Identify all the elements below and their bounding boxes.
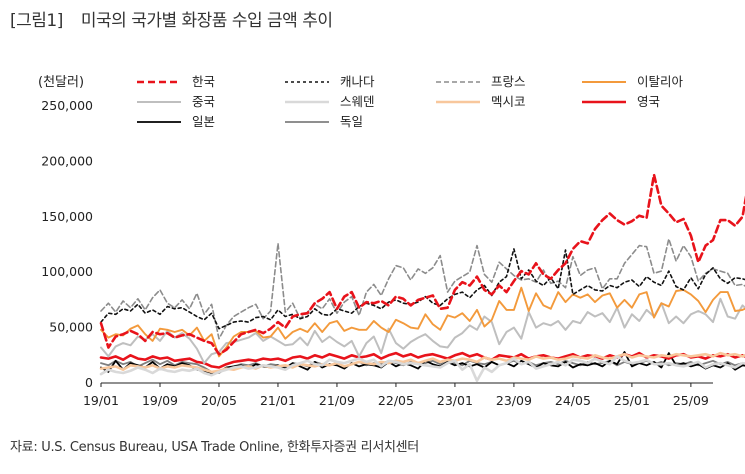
y-tick-label: 200,000 [41,153,93,168]
x-tick-label: 20/05 [201,393,237,408]
series-line-2 [100,248,745,330]
series-layer [99,173,745,383]
x-tick-label: 25/01 [614,393,650,408]
y-tick-label: 250,000 [41,98,93,113]
legend-label-8: 영국 [637,94,660,109]
legend-label-6: 스웨덴 [340,94,375,109]
legend-label-2: 캐나다 [340,74,375,89]
x-tick-label: 19/09 [142,393,178,408]
legend-label-5: 중국 [192,94,215,109]
legend-label-9: 일본 [192,114,215,129]
series-line-4 [100,286,745,358]
legend-label-7: 멕시코 [491,94,526,109]
x-tick-label: 25/09 [673,393,709,408]
axes: (천달러) 0 50,000 100,000 150,000 200,000 250,000… [38,75,713,408]
y-tick-label: 50,000 [49,320,93,335]
y-axis-label: (천달러) [38,75,84,90]
figure-label: [그림1] [10,11,63,31]
x-tick-label: 23/09 [496,393,532,408]
series-line-5 [100,297,745,365]
legend-label-3: 프랑스 [491,74,526,89]
series-line-8 [99,351,745,369]
series-line-6 [99,355,745,383]
x-tick-label: 19/01 [83,393,119,408]
figure-title-text: 미국의 국가별 화장품 수입 금액 추이 [80,11,333,31]
series-line-1 [99,173,745,356]
legend-label-10: 독일 [340,114,363,129]
x-tick-label: 24/05 [555,393,591,408]
y-tick-label: 150,000 [41,209,93,224]
x-tick-label: 22/05 [378,393,414,408]
figure-source: 자료: U.S. Census Bureau, USA Trade Online… [10,440,419,455]
x-tick-label: 21/09 [319,393,355,408]
y-tick-label: 100,000 [41,264,93,279]
line-chart: (천달러) 0 50,000 100,000 150,000 200,000 250,000… [38,74,745,408]
series-line-3 [100,238,745,340]
x-tick-label: 21/01 [260,393,296,408]
legend-label-4: 이탈리아 [637,74,684,89]
x-tick-label: 23/01 [437,393,473,408]
y-tick-label: 0 [85,375,93,390]
figure-title: [그림1] 미국의 국가별 화장품 수입 금액 추이 [10,6,333,31]
legend-label-1: 한국 [192,74,215,89]
